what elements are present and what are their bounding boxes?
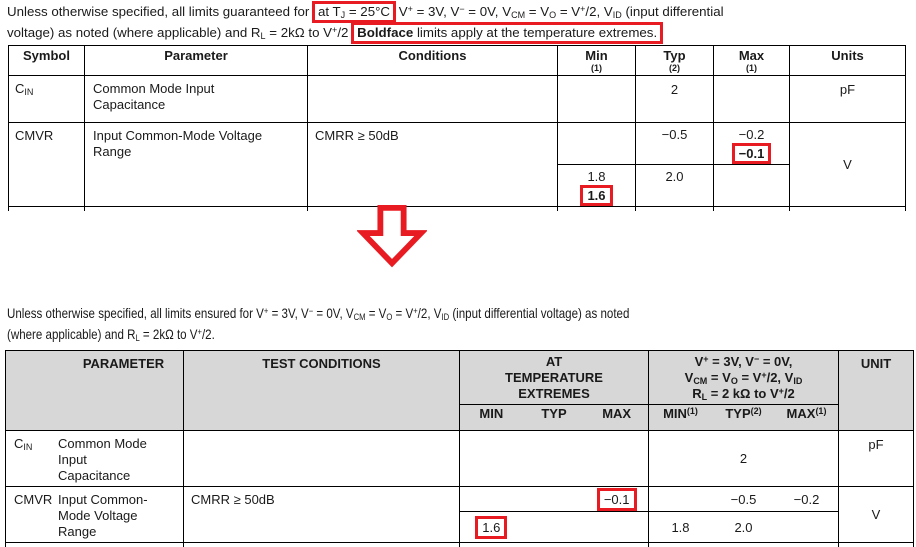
table-old-header-row: Symbol Parameter Conditions Min (1) Typ (2…	[8, 45, 906, 76]
cell-max	[713, 164, 790, 207]
header-max: Max (1)	[713, 45, 790, 76]
intro-old-line1: Unless otherwise specified, all limits g…	[7, 1, 724, 23]
cell-room-min: 1.8 2.0	[648, 511, 839, 543]
table-row-cmvr-max: CMVR Input Common- Mode Voltage Range CMRR…	[5, 486, 914, 543]
cell-symbol: CMVR	[14, 492, 53, 507]
intro-old-line1-after: V+ = 3V, V− = 0V, VCM = VO = V+/2, VID (…	[398, 3, 724, 20]
cell-conditions	[307, 75, 558, 123]
cell-typ: 2	[635, 75, 714, 123]
subheader-max: MAX	[602, 406, 632, 421]
min-value: 1.8	[671, 519, 690, 535]
header-unit: UNIT	[838, 350, 914, 431]
intro-new-line2: (where applicable) and RL = 2kΩ to V+/2.	[7, 326, 215, 343]
cell-units: V	[789, 122, 906, 207]
cell-parameter-name: Input Common- Mode Voltage Range	[58, 492, 148, 539]
cell-symbol: CIN	[8, 75, 85, 123]
max-roman-limit: −0.2	[738, 127, 765, 142]
table-new-header-row1: PARAMETER TEST CONDITIONS AT TEMPERATURE E…	[5, 350, 914, 431]
typ-value: 2.0	[734, 519, 753, 535]
subheader-typ-2: TYP(2)	[725, 405, 762, 421]
subheader-room: MIN(1) TYP(2) MAX(1)	[648, 404, 839, 431]
cell-symbol: CMVR	[8, 122, 85, 207]
cell-unit: pF	[838, 430, 914, 487]
cell-test-conditions: CMRR ≥ 50dB	[183, 486, 460, 543]
typ-value: 2	[739, 451, 748, 466]
subheader-min-1: MIN(1)	[663, 405, 698, 421]
cell-extremes-values	[459, 430, 649, 487]
intro-old-text: Unless otherwise specified, all limits g…	[7, 1, 724, 44]
header-units: Units	[789, 45, 906, 76]
annotation-box-min-bold: 1.6	[580, 185, 613, 206]
header-conditions: Conditions	[307, 45, 558, 76]
cell-extremes-min: 1.6	[459, 511, 649, 543]
header-symbol: Symbol	[8, 45, 85, 76]
table-row-cmvr-extremes: CMVR Input Common-Mode Voltage Range CMRR…	[8, 122, 906, 207]
header-parameter: PARAMETER	[5, 350, 184, 431]
cell-min: 1.8 1.6	[557, 164, 636, 207]
cell-max: −0.2 −0.1	[713, 122, 790, 165]
cell-parameter: CIN Common Mode Input Capacitance	[5, 430, 184, 487]
table-new-header-row2: MIN TYP MAX MIN(1) TYP(2) MAX(1)	[6, 404, 914, 431]
cell-parameter: Input Common-Mode Voltage Range	[84, 122, 308, 207]
typ-value: −0.5	[730, 491, 757, 507]
header-typ: Typ (2)	[635, 45, 714, 76]
cell-max	[713, 75, 790, 123]
table-row-cmvr-min: 1.6 1.8 2.0	[6, 511, 914, 543]
cell-typ: −0.5	[635, 122, 714, 165]
table-row-cin: CIN Common Mode Input Capacitance 2 pF	[8, 75, 906, 123]
annotation-box-max-bold: −0.1	[731, 143, 772, 164]
max-value: −0.2	[793, 491, 820, 507]
cell-room-values: 2	[648, 430, 839, 487]
subheader-extremes: MIN TYP MAX	[459, 404, 649, 431]
subheader-min: MIN	[479, 406, 504, 421]
annotation-box-extremes-max: −0.1	[596, 488, 637, 511]
intro-old-line1-before: Unless otherwise specified, all limits g…	[7, 4, 310, 19]
annotation-box-tj25: at TJ = 25°C	[311, 1, 397, 23]
cell-conditions: CMRR ≥ 50dB	[307, 122, 558, 207]
cell-unit: V	[838, 486, 914, 543]
header-parameter: Parameter	[84, 45, 308, 76]
table-new-limits: PARAMETER TEST CONDITIONS AT TEMPERATURE E…	[5, 350, 914, 547]
cell-parameter: Common Mode Input Capacitance	[84, 75, 308, 123]
table-cut-row	[5, 542, 914, 547]
header-test-conditions: TEST CONDITIONS	[183, 350, 460, 431]
header-group-temperature-extremes: AT TEMPERATURE EXTREMES	[459, 350, 649, 405]
subheader-typ: TYP	[541, 406, 567, 421]
table-old-limits: Symbol Parameter Conditions Min (1) Typ (2…	[8, 45, 906, 211]
table-row-cmvr-room: 1.8 1.6 2.0	[9, 164, 906, 207]
cell-units: pF	[789, 75, 906, 123]
cell-test-conditions	[183, 430, 460, 487]
cell-symbol: CIN	[14, 436, 33, 452]
cell-parameter-name: Common Mode Input Capacitance	[58, 436, 147, 483]
table-cut-row	[8, 206, 906, 211]
cell-typ: 2.0	[635, 164, 714, 207]
intro-old-line2-before: voltage) as noted (where applicable) and…	[7, 24, 349, 41]
annotation-box-extremes-min: 1.6	[475, 516, 508, 539]
annotation-box-boldface: Boldface limits apply at the temperature…	[351, 22, 664, 44]
min-roman-limit: 1.8	[587, 169, 606, 184]
cell-min	[557, 75, 636, 123]
cell-parameter: CMVR Input Common- Mode Voltage Range	[5, 486, 184, 543]
cell-min	[557, 122, 636, 165]
cell-room-max: −0.5 −0.2	[648, 486, 839, 512]
intro-new-text: Unless otherwise specified, all limits e…	[7, 303, 916, 345]
subheader-max-1: MAX(1)	[786, 405, 827, 421]
header-group-conditions: V+ = 3V, V− = 0V, VCM = VO = V+/2, VID RL …	[648, 350, 839, 405]
table-row-cin: CIN Common Mode Input Capacitance 2 pF	[5, 430, 914, 487]
cell-extremes-max: −0.1	[459, 486, 649, 512]
intro-old-line2: voltage) as noted (where applicable) and…	[7, 22, 724, 44]
intro-new-line1: Unless otherwise specified, all limits e…	[7, 305, 630, 322]
change-down-arrow-icon	[357, 204, 427, 268]
header-min: Min (1)	[557, 45, 636, 76]
